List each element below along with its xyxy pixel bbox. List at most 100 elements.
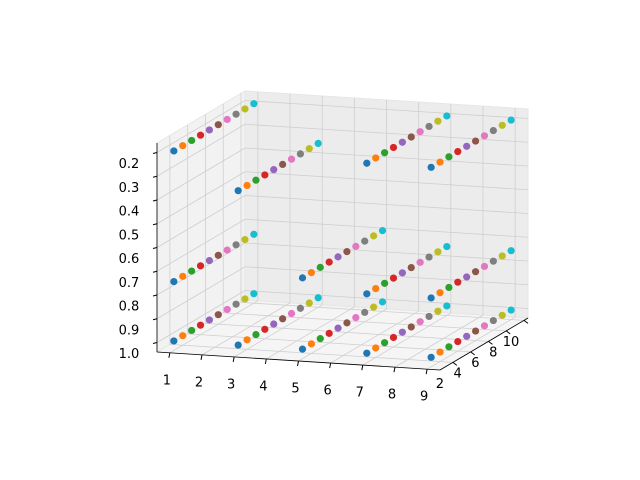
tick [152,223,158,226]
point [443,302,451,310]
x-tick-label: 5 [291,382,299,397]
x-tick-label: 3 [227,377,235,392]
point [498,252,506,260]
tick [452,361,458,366]
point [454,337,462,346]
point [445,153,453,161]
x-tick-label: 4 [259,379,267,394]
tick [152,199,158,202]
y-tick-label: 4 [454,366,462,381]
tick [297,360,299,367]
point [363,159,371,167]
point [489,257,497,265]
point [436,289,444,297]
grid-line [205,322,489,342]
tick [152,294,158,297]
point [363,349,371,357]
point [261,325,269,333]
point [389,333,398,342]
point [352,242,360,250]
point [343,319,351,327]
point [205,126,214,134]
point [407,323,415,331]
tick [425,369,428,375]
grid-line [187,333,471,353]
grid-line [426,316,516,370]
x-axis [156,351,441,371]
point [427,294,435,302]
point [232,110,240,118]
tick [329,362,332,369]
point [434,307,442,315]
point [363,290,371,298]
y-axis [439,317,529,371]
point [243,181,251,190]
point [261,171,269,179]
point [416,258,424,266]
point [234,187,242,195]
point [170,147,178,155]
point [170,277,178,286]
grid-line [394,314,484,368]
tick [488,340,493,345]
point [196,321,205,329]
point [454,147,462,156]
tick [264,358,267,365]
x-tick-label: 1 [163,373,171,388]
point [443,112,451,120]
point [480,262,489,271]
point [436,158,444,166]
point [434,248,442,256]
tick [505,330,511,335]
point [380,279,389,287]
point [489,316,497,325]
tick [232,356,235,363]
point [307,340,315,348]
tick [152,342,158,344]
grid-line [156,218,246,272]
point [445,283,453,292]
x-tick-label: 9 [420,390,428,405]
point [325,258,333,266]
tick [152,318,158,321]
x-tick-label: 6 [324,384,332,399]
x-tick-label: 7 [356,386,364,401]
point [270,320,278,328]
point [316,263,324,271]
point [179,142,187,150]
point [380,339,389,347]
x-tick-label: 8 [388,388,396,403]
point [425,312,433,321]
point [279,160,287,169]
point [188,267,196,275]
grid-line [169,300,259,354]
point [243,336,251,344]
tick [200,354,203,360]
tick [470,351,475,356]
x-tick-label: 2 [195,375,203,390]
grid-line [244,100,529,119]
z-tick-label: 0.4 [119,205,140,220]
grid-line [244,195,529,214]
grid-line [244,266,529,286]
point [463,332,471,340]
point [296,304,305,312]
point [427,353,435,361]
point [427,163,435,171]
point [196,131,205,139]
grid-line [156,290,246,343]
tick [152,247,158,249]
point [407,133,415,141]
point [398,328,406,336]
point [179,272,187,280]
point [250,290,258,298]
point [507,247,515,255]
point [471,268,480,276]
point [287,155,296,163]
z-tick-label: 1.0 [119,347,140,362]
point [298,345,307,353]
point [241,235,249,244]
point [252,176,260,184]
grid-line [156,195,246,248]
point [325,329,333,337]
